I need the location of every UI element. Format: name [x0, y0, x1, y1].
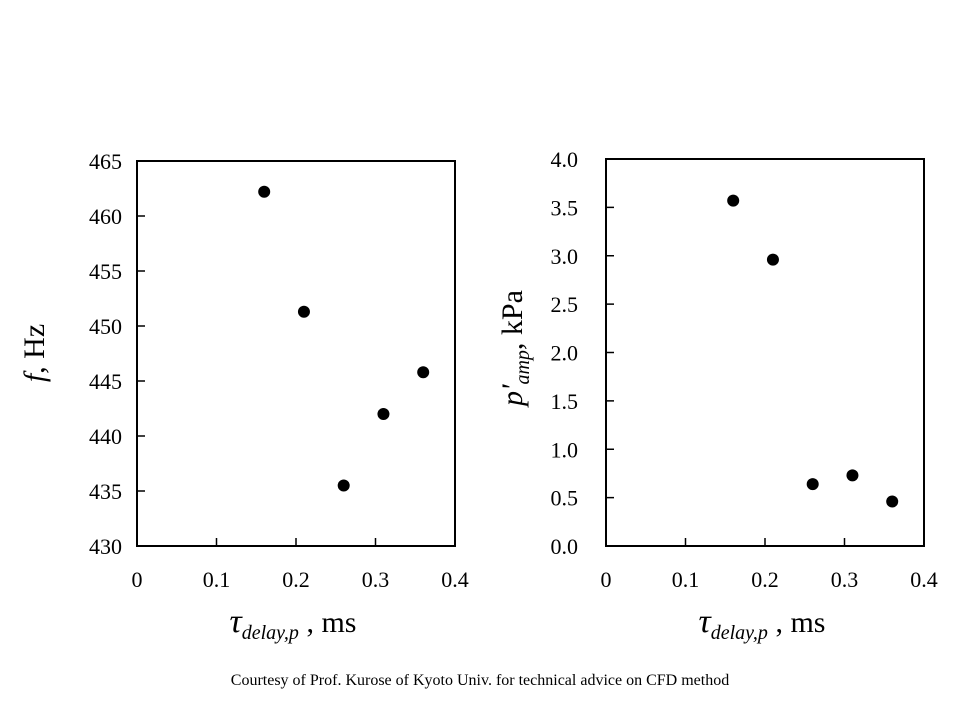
pamp-x-axis-label: τdelay,p , ms: [699, 603, 826, 644]
freq-y-axis-label: f, Hz: [18, 324, 51, 382]
pamp-data-point: [806, 478, 819, 491]
freq-ytick-label: 460: [89, 204, 122, 229]
credit-note: Courtesy of Prof. Kurose of Kyoto Univ. …: [230, 672, 730, 689]
y-label-unit: , Hz: [18, 324, 51, 374]
freq-data-point: [258, 185, 271, 198]
pamp-ytick-label: 1.5: [551, 389, 579, 414]
pamp-data-point: [886, 495, 899, 508]
x-label-subscript: delay,p: [242, 622, 299, 644]
freq-ytick-label: 435: [89, 479, 122, 504]
freq-data-point: [417, 366, 430, 379]
freq-x-axis-label: τdelay,p , ms: [230, 603, 357, 644]
x-label-subscript: delay,p: [711, 622, 768, 644]
pamp-y-axis-label: p'amp, kPa: [496, 290, 534, 408]
tau-symbol: τ: [699, 603, 713, 640]
pamp-ytick-label: 1.0: [551, 437, 579, 462]
freq-ytick-label: 455: [89, 259, 122, 284]
pamp-plot-frame: [605, 158, 925, 547]
pamp-ytick-label: 0.0: [551, 534, 579, 559]
pressure-amplitude-chart: 0.0 0.5 1.0 1.5 2.0 2.5 3.0 3.5 4.0 0 0.1 0.2 0.3 0.4…: [496, 147, 938, 644]
freq-xtick-label: 0.1: [203, 567, 231, 592]
pamp-ytick-label: 2.0: [551, 341, 579, 366]
freq-xtick-label: 0.4: [441, 567, 469, 592]
pamp-ytick-label: 0.5: [551, 486, 579, 511]
freq-data-point: [297, 305, 310, 318]
freq-data-point: [337, 479, 350, 492]
pamp-xtick-label: 0.2: [751, 567, 779, 592]
x-label-unit: , ms: [768, 606, 826, 639]
freq-xtick-label: 0.3: [362, 567, 390, 592]
pamp-data-point: [846, 469, 859, 482]
freq-xtick-label: 0: [132, 567, 143, 592]
freq-data-point: [377, 408, 390, 420]
y-label-symbol: p': [496, 384, 529, 408]
pamp-ytick-label: 4.0: [551, 147, 579, 172]
freq-ytick-label: 430: [89, 534, 122, 559]
pamp-xtick-label: 0.4: [910, 567, 938, 592]
pamp-data-point: [727, 194, 740, 207]
pamp-ytick-label: 3.5: [551, 195, 579, 220]
pamp-xtick-label: 0: [601, 567, 612, 592]
freq-plot-frame: [136, 160, 456, 547]
frequency-chart: 430 435 440 445 450 455 460 465 0 0.1 0.2 0.3 0.4 τde…: [18, 149, 469, 644]
freq-ytick-label: 465: [89, 149, 122, 174]
y-label-unit: , kPa: [496, 290, 529, 350]
x-label-unit: , ms: [299, 606, 357, 639]
y-label-subscript: amp: [512, 350, 534, 384]
freq-xtick-label: 0.2: [282, 567, 310, 592]
pamp-ytick-label: 3.0: [551, 244, 579, 269]
freq-ytick-label: 445: [89, 369, 122, 394]
pamp-xtick-label: 0.1: [672, 567, 700, 592]
pamp-xtick-label: 0.3: [831, 567, 859, 592]
pamp-ytick-label: 2.5: [551, 292, 579, 317]
freq-ytick-label: 440: [89, 424, 122, 449]
tau-symbol: τ: [230, 603, 244, 640]
freq-ytick-label: 450: [89, 314, 122, 339]
pamp-data-point: [766, 253, 779, 266]
